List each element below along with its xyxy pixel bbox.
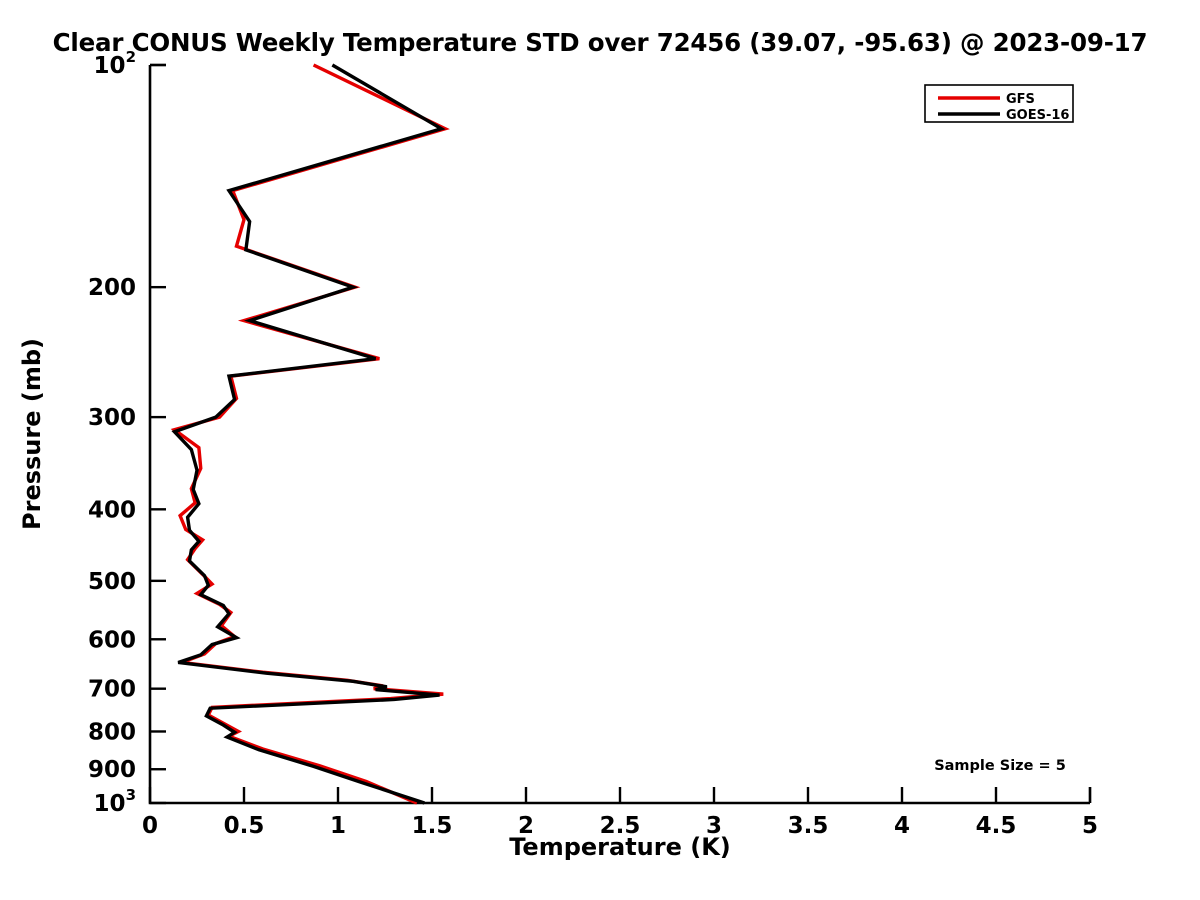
ytick-label-700: 700 [88,677,136,703]
legend-label-goes-16: GOES-16 [1006,108,1069,123]
axis-spine-left-bottom [148,65,1090,805]
ytick-label-500: 500 [88,569,136,595]
xtick-label-2: 2 [518,813,534,839]
y-axis-title: Pressure (mb) [18,338,46,530]
ytick-label-100: 102 [94,48,136,79]
ytick-label-200: 200 [88,275,136,301]
xtick-label-3.5: 3.5 [788,813,829,839]
xtick-label-0.5: 0.5 [224,813,265,839]
ytick-label-400: 400 [88,497,136,523]
ytick-label-900: 900 [88,757,136,783]
sample-size-annotation: Sample Size = 5 [934,758,1066,774]
axis-spine-top-right [150,65,1090,803]
legend-box [924,84,1074,123]
y-axis-ticks: 102 200 300 400 500 600 700 800 900 103 [88,48,166,817]
x-axis-ticks: 0 0.5 1 1.5 2 2.5 3 3.5 4 4.5 5 [142,787,1098,839]
page-title: Clear CONUS Weekly Temperature STD over … [52,28,1148,57]
xtick-label-4: 4 [894,813,910,839]
legend-label-gfs: GFS [1006,92,1035,107]
xtick-label-0: 0 [142,813,158,839]
xtick-label-5: 5 [1082,813,1098,839]
xtick-label-3: 3 [706,813,722,839]
ytick-label-800: 800 [88,719,136,745]
x-axis-title: Temperature (K) [509,833,731,861]
xtick-label-2.5: 2.5 [600,813,641,839]
xtick-label-4.5: 4.5 [976,813,1017,839]
series-line-goes-16 [171,63,446,805]
ytick-label-1000: 103 [94,786,136,817]
ytick-label-300: 300 [88,405,136,431]
xtick-label-1: 1 [330,813,346,839]
axes-frame [148,63,1092,805]
ytick-label-600: 600 [88,627,136,653]
data-series-group [170,63,450,805]
xtick-label-1.5: 1.5 [412,813,453,839]
